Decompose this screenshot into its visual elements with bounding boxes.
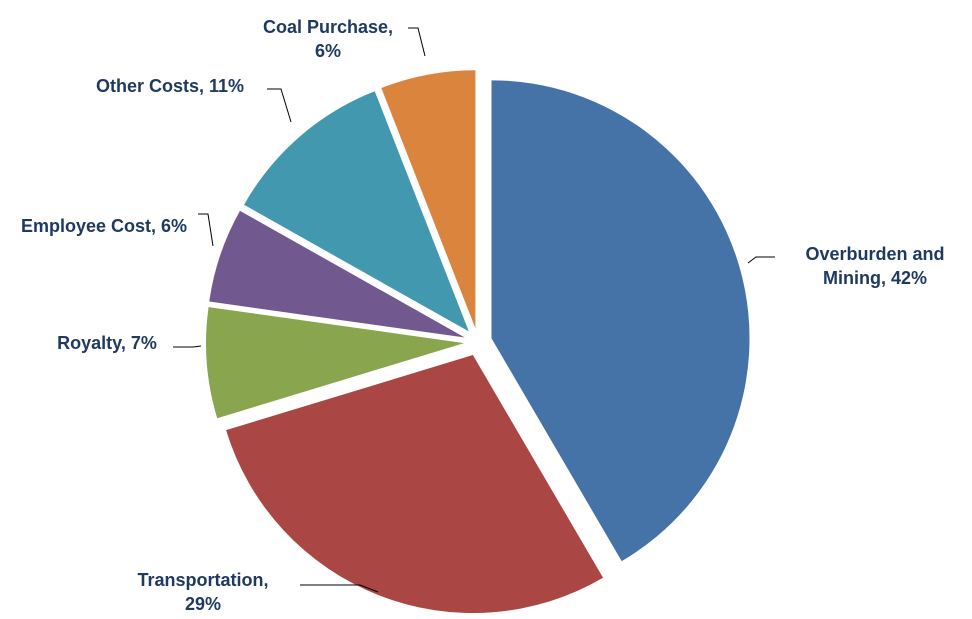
leader-line [173, 345, 202, 348]
data-label: Employee Cost, 6% [20, 216, 188, 236]
pie-slice [226, 355, 604, 614]
pie-slice [206, 307, 465, 419]
data-label: Other Costs, 11% [95, 76, 245, 96]
leader-line [408, 27, 426, 57]
leader-line [198, 213, 214, 247]
pie-slice [491, 80, 750, 562]
pie-slice [244, 91, 469, 332]
data-label: Coal Purchase, 6% [262, 17, 394, 61]
pie-slice [381, 70, 476, 329]
leader-line [267, 88, 292, 123]
leader-line [300, 584, 379, 593]
leader-line [747, 256, 775, 264]
pie-slice [209, 210, 465, 338]
data-label: Royalty, 7% [57, 333, 157, 353]
data-label: Transportation, 29% [137, 570, 269, 614]
data-label: Overburden and Mining, 42% [805, 244, 945, 288]
